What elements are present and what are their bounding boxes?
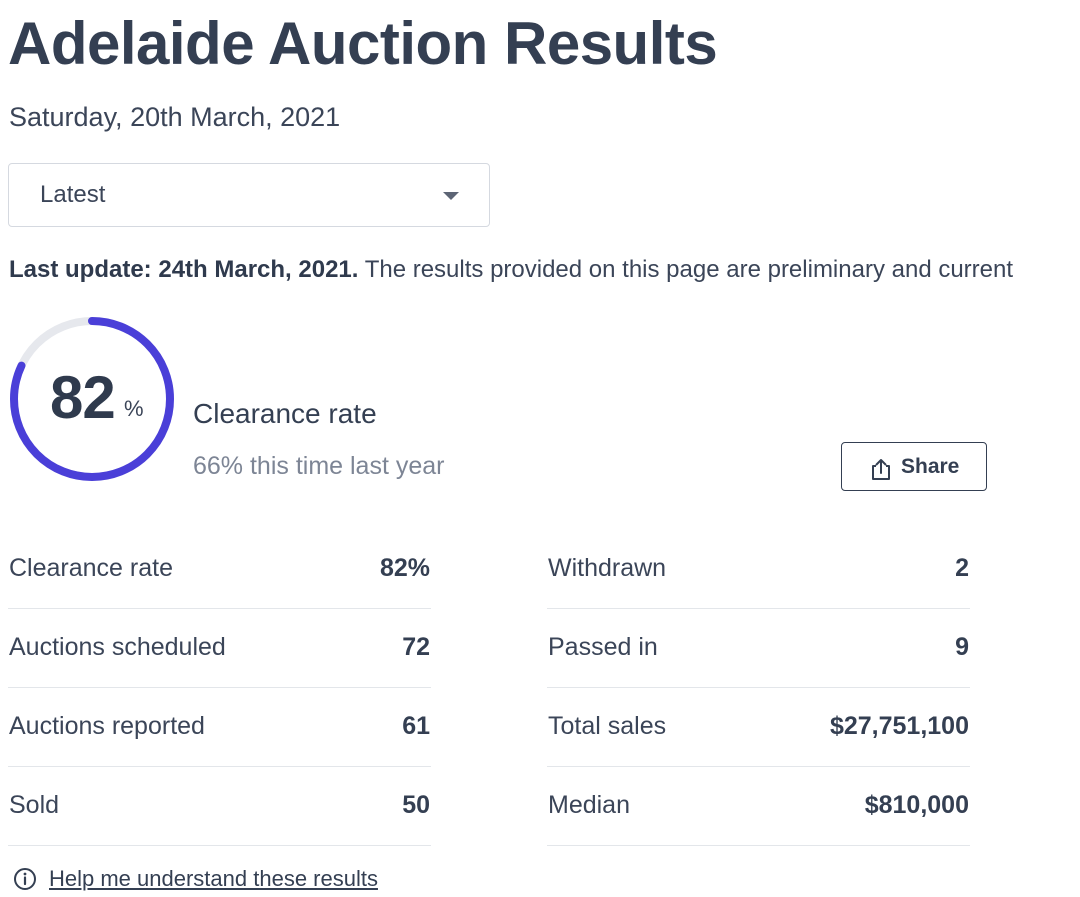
stat-label: Passed in bbox=[548, 633, 658, 661]
select-value: Latest bbox=[40, 181, 106, 208]
last-update-note: Last update: 24th March, 2021. The resul… bbox=[9, 254, 1013, 286]
stat-value: 72 bbox=[402, 633, 430, 661]
stat-label: Auctions reported bbox=[9, 712, 205, 740]
stat-value: $810,000 bbox=[864, 791, 969, 819]
share-label: Share bbox=[901, 455, 960, 478]
results-period-select[interactable]: Latest bbox=[8, 163, 490, 227]
info-icon bbox=[14, 868, 36, 890]
stats-right-column: Withdrawn 2 Passed in 9 Total sales $27,… bbox=[547, 530, 970, 846]
help-link[interactable]: Help me understand these results bbox=[49, 866, 378, 891]
last-update-date: Last update: 24th March, 2021. bbox=[9, 256, 359, 283]
last-update-text: The results provided on this page are pr… bbox=[358, 256, 1014, 283]
clearance-last-year: 66% this time last year bbox=[193, 452, 445, 480]
stat-value: 50 bbox=[402, 791, 430, 819]
page-title: Adelaide Auction Results bbox=[8, 10, 718, 77]
share-button[interactable]: Share bbox=[841, 442, 987, 491]
stat-label: Median bbox=[548, 791, 630, 819]
stat-row: Withdrawn 2 bbox=[547, 530, 970, 609]
stat-value: $27,751,100 bbox=[829, 712, 969, 740]
stat-value: 61 bbox=[402, 712, 430, 740]
gauge-percent-sign: % bbox=[124, 396, 144, 421]
stat-row: Clearance rate 82% bbox=[8, 530, 431, 609]
gauge-fill bbox=[10, 317, 174, 481]
stats-left-column: Clearance rate 82% Auctions scheduled 72… bbox=[8, 530, 431, 846]
stat-label: Sold bbox=[9, 791, 60, 819]
stat-row: Total sales $27,751,100 bbox=[547, 688, 970, 767]
stat-row: Auctions scheduled 72 bbox=[8, 609, 431, 688]
clearance-rate-label: Clearance rate bbox=[193, 398, 377, 429]
stat-label: Withdrawn bbox=[548, 554, 667, 582]
stat-value: 2 bbox=[955, 554, 969, 582]
stat-row: Sold 50 bbox=[8, 767, 431, 846]
stat-value: 82% bbox=[379, 554, 430, 582]
auction-date: Saturday, 20th March, 2021 bbox=[9, 102, 341, 132]
stat-label: Total sales bbox=[548, 712, 667, 740]
stat-row: Passed in 9 bbox=[547, 609, 970, 688]
stat-label: Clearance rate bbox=[9, 554, 173, 582]
stat-value: 9 bbox=[955, 633, 969, 661]
stat-row: Median $810,000 bbox=[547, 767, 970, 846]
stat-label: Auctions scheduled bbox=[9, 633, 226, 661]
share-icon bbox=[872, 459, 890, 480]
gauge-value: 82 bbox=[50, 364, 116, 431]
stat-row: Auctions reported 61 bbox=[8, 688, 431, 767]
chevron-down-icon bbox=[443, 192, 459, 200]
clearance-rate-gauge bbox=[10, 317, 174, 481]
